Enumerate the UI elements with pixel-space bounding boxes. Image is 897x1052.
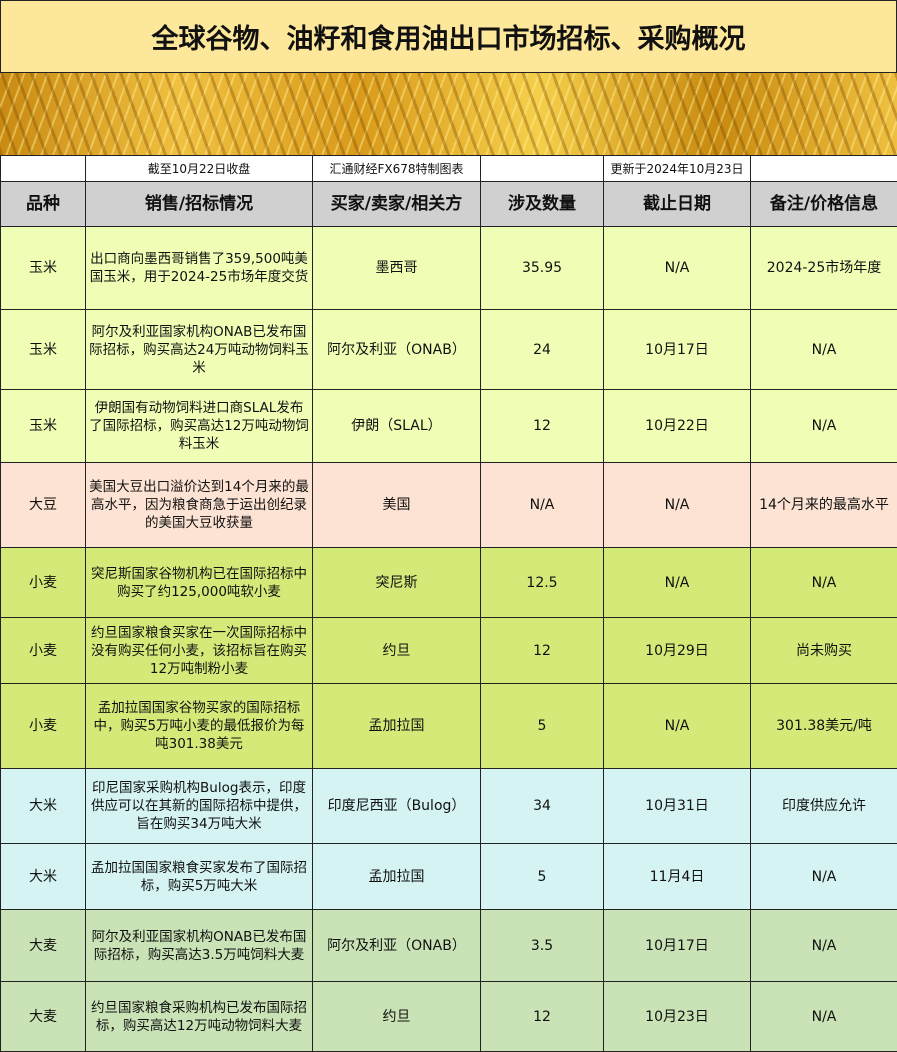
header-deadline: 截止日期 xyxy=(604,182,751,227)
cell-variety: 大米 xyxy=(1,769,86,844)
cell-party: 突尼斯 xyxy=(313,548,481,618)
cell-variety: 玉米 xyxy=(1,390,86,463)
cell-variety: 小麦 xyxy=(1,684,86,769)
header-description: 销售/招标情况 xyxy=(86,182,313,227)
cell-quantity: N/A xyxy=(481,463,604,548)
cell-variety: 玉米 xyxy=(1,310,86,390)
cell-party: 约旦 xyxy=(313,982,481,1052)
table-row: 玉米伊朗国有动物饲料进口商SLAL发布了国际招标，购买高达12万吨动物饲料玉米伊… xyxy=(1,390,897,463)
cell-variety: 大豆 xyxy=(1,463,86,548)
cell-variety: 小麦 xyxy=(1,618,86,684)
cell-party: 美国 xyxy=(313,463,481,548)
cell-deadline: N/A xyxy=(604,684,751,769)
page-title: 全球谷物、油籽和食用油出口市场招标、采购概况 xyxy=(0,0,897,73)
subheader-description: 截至10月22日收盘 xyxy=(86,156,313,182)
cell-description: 约旦国家粮食采购机构已发布国际招标，购买高达12万吨动物饲料大麦 xyxy=(86,982,313,1052)
table-row: 玉米出口商向墨西哥销售了359,500吨美国玉米，用于2024-25市场年度交货… xyxy=(1,227,897,310)
subheader-variety xyxy=(1,156,86,182)
cell-description: 出口商向墨西哥销售了359,500吨美国玉米，用于2024-25市场年度交货 xyxy=(86,227,313,310)
cell-description: 阿尔及利亚国家机构ONAB已发布国际招标，购买高达24万吨动物饲料玉米 xyxy=(86,310,313,390)
table-row: 小麦约旦国家粮食买家在一次国际招标中没有购买任何小麦，该招标旨在购买12万吨制粉… xyxy=(1,618,897,684)
cell-deadline: N/A xyxy=(604,227,751,310)
cell-description: 阿尔及利亚国家机构ONAB已发布国际招标，购买高达3.5万吨饲料大麦 xyxy=(86,910,313,982)
cell-description: 突尼斯国家谷物机构已在国际招标中购买了约125,000吨软小麦 xyxy=(86,548,313,618)
cell-description: 孟加拉国国家粮食买家发布了国际招标，购买5万吨大米 xyxy=(86,844,313,910)
cell-note: 2024-25市场年度 xyxy=(751,227,897,310)
subheader-quantity xyxy=(481,156,604,182)
cell-party: 墨西哥 xyxy=(313,227,481,310)
cell-variety: 大麦 xyxy=(1,982,86,1052)
cell-description: 印尼国家采购机构Bulog表示，印度供应可以在其新的国际招标中提供，旨在购买34… xyxy=(86,769,313,844)
cell-quantity: 5 xyxy=(481,684,604,769)
cell-note: 印度供应允许 xyxy=(751,769,897,844)
cell-description: 孟加拉国国家谷物买家的国际招标中，购买5万吨小麦的最低报价为每吨301.38美元 xyxy=(86,684,313,769)
cell-party: 孟加拉国 xyxy=(313,844,481,910)
cell-note: N/A xyxy=(751,982,897,1052)
cell-deadline: N/A xyxy=(604,548,751,618)
header-quantity: 涉及数量 xyxy=(481,182,604,227)
cell-quantity: 12 xyxy=(481,390,604,463)
cell-party: 约旦 xyxy=(313,618,481,684)
subheader-deadline: 更新于2024年10月23日 xyxy=(604,156,751,182)
cell-note: N/A xyxy=(751,390,897,463)
cell-description: 伊朗国有动物饲料进口商SLAL发布了国际招标，购买高达12万吨动物饲料玉米 xyxy=(86,390,313,463)
cell-quantity: 34 xyxy=(481,769,604,844)
cell-note: N/A xyxy=(751,548,897,618)
cell-deadline: 10月17日 xyxy=(604,910,751,982)
cell-quantity: 3.5 xyxy=(481,910,604,982)
table-row: 大米印尼国家采购机构Bulog表示，印度供应可以在其新的国际招标中提供，旨在购买… xyxy=(1,769,897,844)
subheader-party: 汇通财经FX678特制图表 xyxy=(313,156,481,182)
subheader-row: 截至10月22日收盘汇通财经FX678特制图表 更新于2024年10月23日 xyxy=(1,156,897,182)
wheat-banner-image xyxy=(0,73,897,155)
cell-note: N/A xyxy=(751,310,897,390)
cell-note: 尚未购买 xyxy=(751,618,897,684)
cell-deadline: 10月23日 xyxy=(604,982,751,1052)
cell-deadline: 11月4日 xyxy=(604,844,751,910)
cell-party: 印度尼西亚（Bulog） xyxy=(313,769,481,844)
header-note: 备注/价格信息 xyxy=(751,182,897,227)
cell-description: 美国大豆出口溢价达到14个月来的最高水平，因为粮食商急于运出创纪录的美国大豆收获… xyxy=(86,463,313,548)
cell-variety: 大米 xyxy=(1,844,86,910)
subheader-note xyxy=(751,156,897,182)
cell-deadline: 10月31日 xyxy=(604,769,751,844)
cell-party: 孟加拉国 xyxy=(313,684,481,769)
cell-description: 约旦国家粮食买家在一次国际招标中没有购买任何小麦，该招标旨在购买12万吨制粉小麦 xyxy=(86,618,313,684)
cell-note: 301.38美元/吨 xyxy=(751,684,897,769)
tender-table: 截至10月22日收盘汇通财经FX678特制图表更新于2024年10月23日品种销… xyxy=(0,155,897,1052)
cell-quantity: 12.5 xyxy=(481,548,604,618)
table-row: 大豆美国大豆出口溢价达到14个月来的最高水平，因为粮食商急于运出创纪录的美国大豆… xyxy=(1,463,897,548)
cell-note: N/A xyxy=(751,844,897,910)
header-row: 品种销售/招标情况买家/卖家/相关方涉及数量截止日期备注/价格信息 xyxy=(1,182,897,227)
cell-party: 阿尔及利亚（ONAB） xyxy=(313,910,481,982)
cell-quantity: 24 xyxy=(481,310,604,390)
cell-variety: 小麦 xyxy=(1,548,86,618)
cell-deadline: N/A xyxy=(604,463,751,548)
cell-quantity: 5 xyxy=(481,844,604,910)
cell-variety: 玉米 xyxy=(1,227,86,310)
cell-deadline: 10月29日 xyxy=(604,618,751,684)
cell-quantity: 35.95 xyxy=(481,227,604,310)
cell-quantity: 12 xyxy=(481,982,604,1052)
cell-deadline: 10月22日 xyxy=(604,390,751,463)
table-row: 大麦阿尔及利亚国家机构ONAB已发布国际招标，购买高达3.5万吨饲料大麦阿尔及利… xyxy=(1,910,897,982)
cell-variety: 大麦 xyxy=(1,910,86,982)
cell-note: N/A xyxy=(751,910,897,982)
table-row: 玉米阿尔及利亚国家机构ONAB已发布国际招标，购买高达24万吨动物饲料玉米阿尔及… xyxy=(1,310,897,390)
cell-deadline: 10月17日 xyxy=(604,310,751,390)
header-variety: 品种 xyxy=(1,182,86,227)
cell-party: 阿尔及利亚（ONAB） xyxy=(313,310,481,390)
table-row: 小麦孟加拉国国家谷物买家的国际招标中，购买5万吨小麦的最低报价为每吨301.38… xyxy=(1,684,897,769)
cell-quantity: 12 xyxy=(481,618,604,684)
cell-party: 伊朗（SLAL） xyxy=(313,390,481,463)
cell-note: 14个月来的最高水平 xyxy=(751,463,897,548)
header-party: 买家/卖家/相关方 xyxy=(313,182,481,227)
